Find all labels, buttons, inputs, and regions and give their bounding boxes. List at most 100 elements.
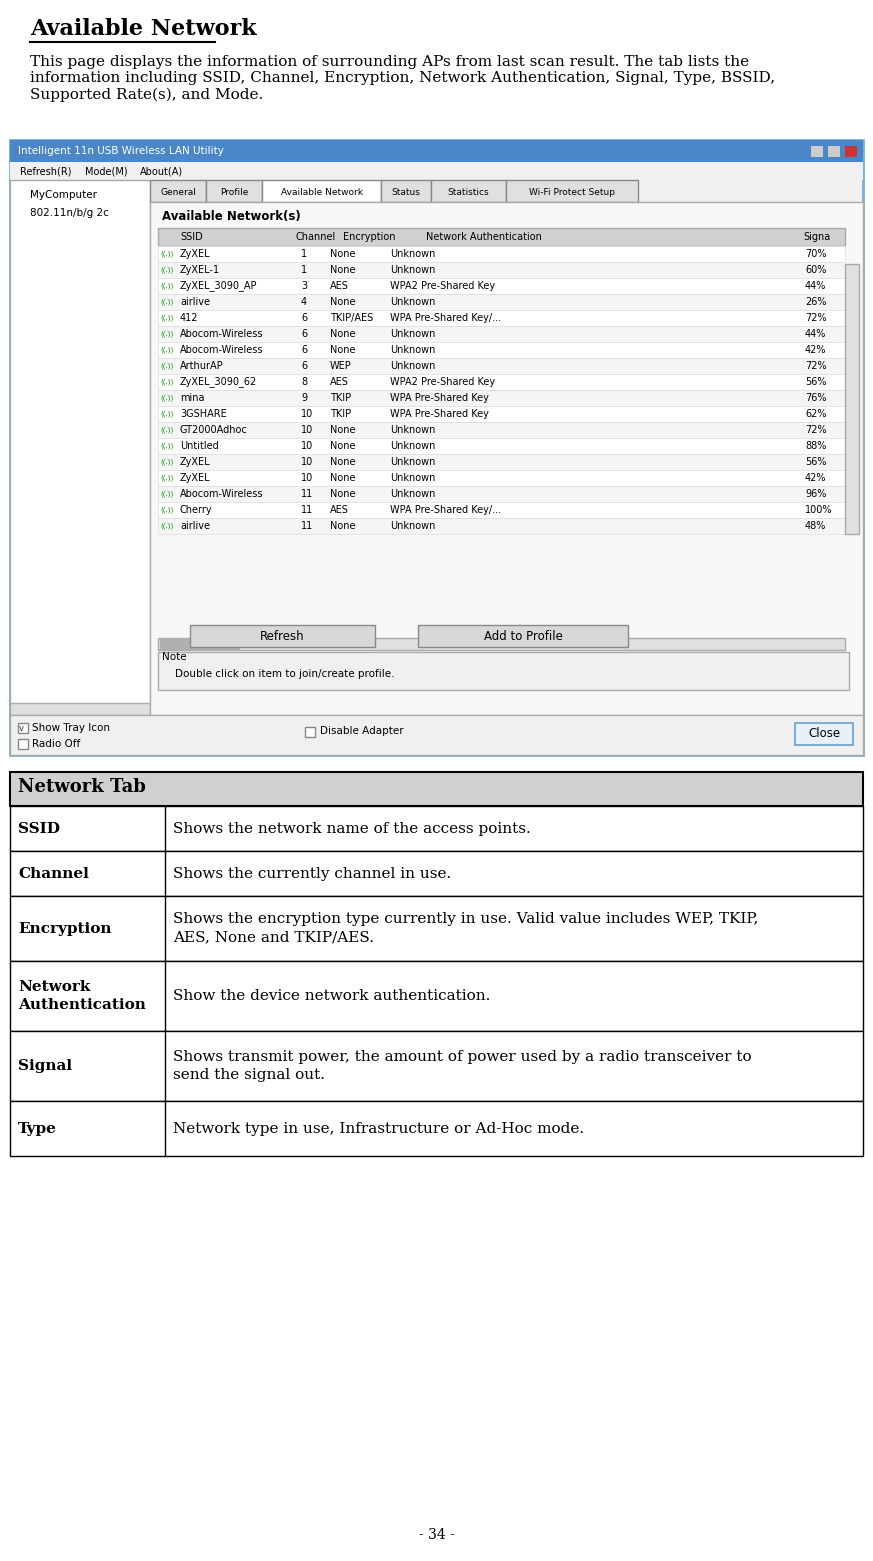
Text: TKIP: TKIP: [330, 409, 351, 418]
Text: ((.)): ((.)): [160, 475, 173, 481]
FancyBboxPatch shape: [158, 454, 845, 470]
Text: airlive: airlive: [180, 297, 210, 308]
Text: ((.)): ((.)): [160, 459, 173, 465]
Text: ((.)): ((.)): [160, 395, 173, 401]
Text: ((.)): ((.)): [160, 523, 173, 529]
Text: 44%: 44%: [805, 329, 827, 339]
Text: 44%: 44%: [805, 281, 827, 290]
Text: 72%: 72%: [805, 425, 827, 436]
FancyBboxPatch shape: [158, 406, 845, 421]
FancyBboxPatch shape: [158, 652, 849, 690]
Text: Unknown: Unknown: [390, 345, 436, 354]
Text: 1: 1: [301, 265, 307, 275]
Text: Close: Close: [808, 726, 840, 740]
Text: SSID: SSID: [18, 821, 60, 835]
Text: Cherry: Cherry: [180, 506, 213, 515]
Text: Abocom-Wireless: Abocom-Wireless: [180, 345, 264, 354]
Text: MyComputer: MyComputer: [30, 190, 97, 200]
Text: None: None: [330, 489, 355, 500]
Text: 6: 6: [301, 329, 307, 339]
Text: Network Tab: Network Tab: [18, 777, 146, 796]
Text: Available Network: Available Network: [30, 19, 257, 41]
Text: 11: 11: [301, 489, 313, 500]
Text: 42%: 42%: [805, 473, 827, 482]
Text: 60%: 60%: [805, 265, 827, 275]
Text: Network
Authentication: Network Authentication: [18, 980, 146, 1012]
Text: Wi-Fi Protect Setup: Wi-Fi Protect Setup: [529, 187, 615, 197]
FancyBboxPatch shape: [150, 201, 863, 715]
Text: Mode(M): Mode(M): [85, 165, 127, 176]
Text: ZyXEL_3090_AP: ZyXEL_3090_AP: [180, 281, 258, 292]
Text: Type: Type: [18, 1121, 57, 1135]
Text: Status: Status: [392, 187, 421, 197]
FancyBboxPatch shape: [206, 180, 262, 201]
Text: ((.)): ((.)): [160, 379, 173, 386]
FancyBboxPatch shape: [10, 702, 150, 715]
Text: Abocom-Wireless: Abocom-Wireless: [180, 329, 264, 339]
Text: Show Tray Icon: Show Tray Icon: [32, 723, 110, 734]
Text: v: v: [19, 723, 24, 732]
Text: Unknown: Unknown: [390, 473, 436, 482]
Text: Abocom-Wireless: Abocom-Wireless: [180, 489, 264, 500]
FancyBboxPatch shape: [158, 357, 845, 375]
FancyBboxPatch shape: [10, 180, 150, 715]
Text: 3: 3: [301, 281, 307, 290]
Text: Unknown: Unknown: [390, 489, 436, 500]
Text: Channel: Channel: [296, 233, 336, 242]
Text: WPA Pre-Shared Key/...: WPA Pre-Shared Key/...: [390, 314, 501, 323]
Text: Network Authentication: Network Authentication: [426, 233, 542, 242]
Text: Shows the network name of the access points.: Shows the network name of the access poi…: [173, 821, 531, 835]
Text: Unknown: Unknown: [390, 265, 436, 275]
Text: Unknown: Unknown: [390, 521, 436, 531]
FancyBboxPatch shape: [795, 723, 853, 745]
Text: 3GSHARE: 3GSHARE: [180, 409, 227, 418]
Text: Network type in use, Infrastructure or Ad-Hoc mode.: Network type in use, Infrastructure or A…: [173, 1121, 584, 1135]
Text: mina: mina: [180, 393, 204, 403]
FancyBboxPatch shape: [10, 715, 863, 756]
Text: 100%: 100%: [805, 506, 833, 515]
Text: TKIP: TKIP: [330, 393, 351, 403]
FancyBboxPatch shape: [10, 851, 863, 896]
Text: Double click on item to join/create profile.: Double click on item to join/create prof…: [175, 670, 395, 679]
Text: ArthurAP: ArthurAP: [180, 361, 223, 372]
Text: ((.)): ((.)): [160, 362, 173, 370]
Text: AES: AES: [330, 281, 349, 290]
Text: None: None: [330, 457, 355, 467]
Text: Shows the currently channel in use.: Shows the currently channel in use.: [173, 866, 451, 880]
Text: About(A): About(A): [140, 165, 183, 176]
Text: Unknown: Unknown: [390, 361, 436, 372]
FancyBboxPatch shape: [158, 485, 845, 503]
Text: None: None: [330, 521, 355, 531]
FancyBboxPatch shape: [158, 326, 845, 342]
Text: ((.)): ((.)): [160, 426, 173, 434]
Text: GT2000Adhoc: GT2000Adhoc: [180, 425, 248, 436]
Text: Shows transmit power, the amount of power used by a radio transceiver to
send th: Shows transmit power, the amount of powe…: [173, 1051, 752, 1082]
FancyBboxPatch shape: [10, 140, 863, 162]
Text: ((.)): ((.)): [160, 490, 173, 498]
FancyBboxPatch shape: [158, 262, 845, 278]
Text: This page displays the information of surrounding APs from last scan result. The: This page displays the information of su…: [30, 55, 775, 101]
Text: None: None: [330, 425, 355, 436]
Text: ((.)): ((.)): [160, 443, 173, 450]
FancyBboxPatch shape: [158, 375, 845, 390]
Text: ZyXEL-1: ZyXEL-1: [180, 265, 220, 275]
Text: ZyXEL: ZyXEL: [180, 457, 210, 467]
Text: 96%: 96%: [805, 489, 827, 500]
Text: TKIP/AES: TKIP/AES: [330, 314, 374, 323]
Text: 48%: 48%: [805, 521, 827, 531]
FancyBboxPatch shape: [160, 638, 240, 649]
FancyBboxPatch shape: [10, 805, 863, 851]
FancyBboxPatch shape: [158, 421, 845, 439]
FancyBboxPatch shape: [382, 180, 431, 201]
Text: AES: AES: [330, 506, 349, 515]
Text: Channel: Channel: [18, 866, 89, 880]
Text: Unknown: Unknown: [390, 425, 436, 436]
Text: ((.)): ((.)): [160, 331, 173, 337]
Text: 42%: 42%: [805, 345, 827, 354]
FancyBboxPatch shape: [158, 518, 845, 534]
Text: ((.)): ((.)): [160, 315, 173, 322]
Text: 56%: 56%: [805, 457, 827, 467]
FancyBboxPatch shape: [305, 727, 315, 737]
FancyBboxPatch shape: [18, 723, 28, 734]
Text: None: None: [330, 329, 355, 339]
